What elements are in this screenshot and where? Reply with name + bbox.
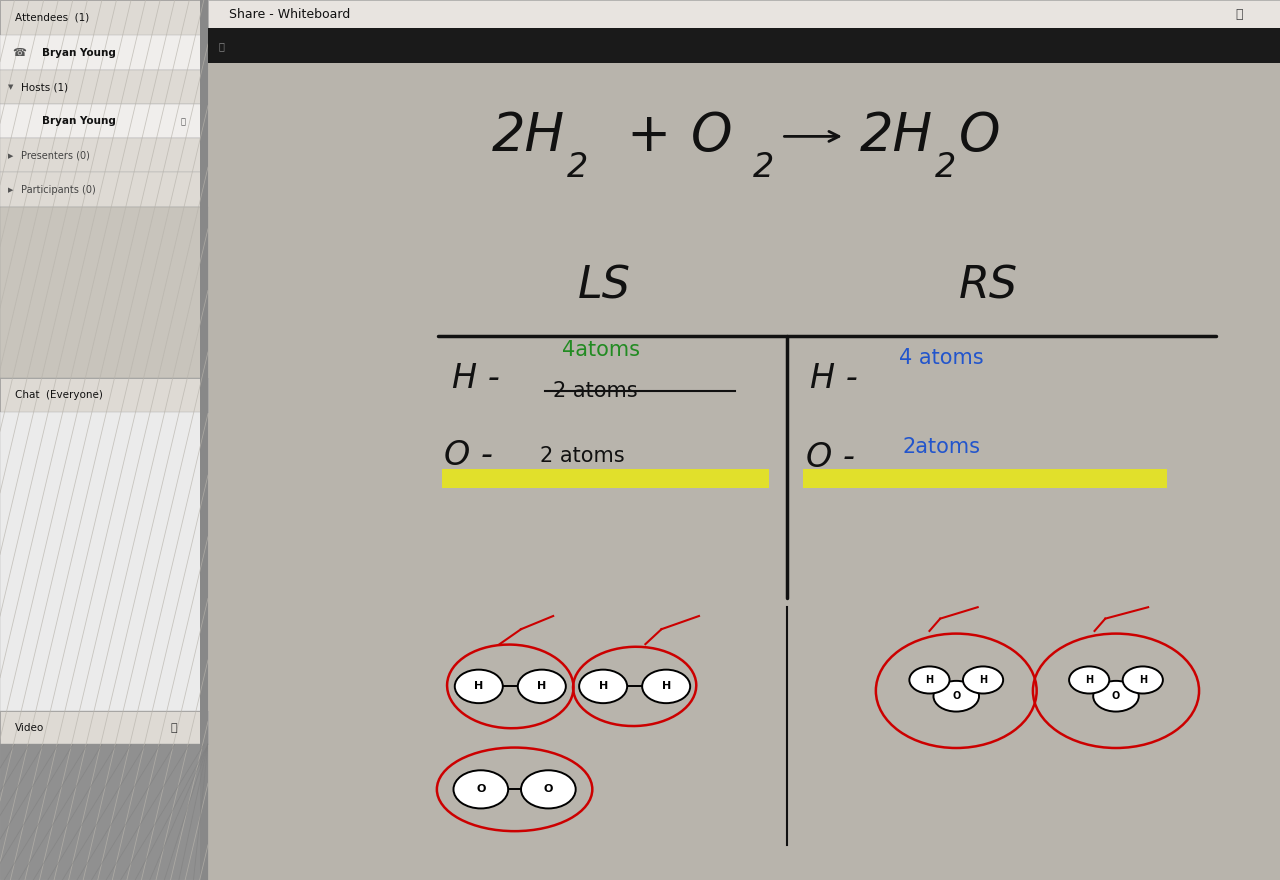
Text: 4atoms: 4atoms bbox=[562, 341, 640, 360]
Ellipse shape bbox=[521, 770, 576, 809]
Text: ⤢: ⤢ bbox=[170, 722, 177, 733]
Ellipse shape bbox=[963, 666, 1004, 693]
Text: 2: 2 bbox=[934, 150, 956, 184]
Text: H: H bbox=[599, 681, 608, 692]
Ellipse shape bbox=[1069, 666, 1110, 693]
Bar bbox=[207, 28, 1280, 63]
Bar bbox=[0, 378, 207, 412]
Text: O: O bbox=[544, 784, 553, 795]
Ellipse shape bbox=[933, 681, 979, 712]
Bar bbox=[207, 0, 1280, 28]
Text: H -: H - bbox=[810, 362, 858, 395]
Text: ▶: ▶ bbox=[9, 153, 14, 158]
Ellipse shape bbox=[453, 770, 508, 809]
Text: LS: LS bbox=[577, 265, 631, 307]
Ellipse shape bbox=[909, 666, 950, 693]
Ellipse shape bbox=[518, 670, 566, 703]
Bar bbox=[0, 207, 207, 378]
Bar bbox=[0, 172, 207, 207]
Text: H: H bbox=[538, 681, 547, 692]
Text: 🎤: 🎤 bbox=[180, 117, 186, 126]
Text: ☎: ☎ bbox=[13, 48, 27, 58]
Text: 2H: 2H bbox=[860, 110, 933, 163]
Text: O: O bbox=[690, 110, 732, 163]
Bar bbox=[0, 104, 207, 138]
Text: +: + bbox=[626, 110, 671, 163]
Bar bbox=[0, 0, 207, 35]
Text: Share - Whiteboard: Share - Whiteboard bbox=[229, 8, 351, 20]
Text: 2 atoms: 2 atoms bbox=[553, 381, 637, 400]
Ellipse shape bbox=[1123, 666, 1164, 693]
Bar bbox=[0, 412, 207, 711]
Text: 2: 2 bbox=[567, 150, 589, 184]
Text: 4 atoms: 4 atoms bbox=[900, 348, 984, 368]
Bar bbox=[0, 711, 207, 744]
Text: ▶: ▶ bbox=[9, 187, 14, 193]
Bar bbox=[0, 744, 207, 880]
Text: O -: O - bbox=[444, 439, 493, 473]
Bar bbox=[442, 469, 769, 488]
Text: H: H bbox=[925, 675, 933, 685]
Bar bbox=[803, 469, 1167, 488]
Bar bbox=[0, 138, 207, 172]
Text: Hosts (1): Hosts (1) bbox=[20, 82, 68, 92]
Text: 2atoms: 2atoms bbox=[902, 437, 980, 457]
Text: H: H bbox=[1085, 675, 1093, 685]
Text: Presenters (0): Presenters (0) bbox=[20, 150, 90, 161]
Text: Participants (0): Participants (0) bbox=[20, 185, 96, 195]
Text: 🎤: 🎤 bbox=[219, 40, 224, 51]
Bar bbox=[200, 0, 207, 880]
Text: O: O bbox=[476, 784, 485, 795]
Text: ▼: ▼ bbox=[9, 84, 14, 90]
Text: ⤢: ⤢ bbox=[1235, 8, 1243, 20]
Text: H: H bbox=[474, 681, 484, 692]
Text: O: O bbox=[952, 691, 960, 701]
Text: 2: 2 bbox=[753, 150, 774, 184]
Text: O: O bbox=[959, 110, 1000, 163]
Text: 2 atoms: 2 atoms bbox=[540, 446, 625, 466]
Text: H: H bbox=[979, 675, 987, 685]
Text: O: O bbox=[1112, 691, 1120, 701]
Text: H -: H - bbox=[452, 362, 500, 395]
Ellipse shape bbox=[1093, 681, 1139, 712]
Text: Attendees  (1): Attendees (1) bbox=[14, 12, 88, 23]
Text: H: H bbox=[662, 681, 671, 692]
Text: H: H bbox=[1139, 675, 1147, 685]
Text: Chat  (Everyone): Chat (Everyone) bbox=[14, 390, 102, 400]
Ellipse shape bbox=[643, 670, 690, 703]
Bar bbox=[0, 70, 207, 104]
Text: O -: O - bbox=[806, 441, 855, 474]
Text: Bryan Young: Bryan Young bbox=[41, 48, 115, 58]
Ellipse shape bbox=[579, 670, 627, 703]
Bar bbox=[0, 35, 207, 70]
Text: Video: Video bbox=[14, 722, 44, 733]
Ellipse shape bbox=[454, 670, 503, 703]
Text: 2H: 2H bbox=[492, 110, 566, 163]
Text: RS: RS bbox=[959, 265, 1018, 307]
Text: Bryan Young: Bryan Young bbox=[41, 116, 115, 127]
